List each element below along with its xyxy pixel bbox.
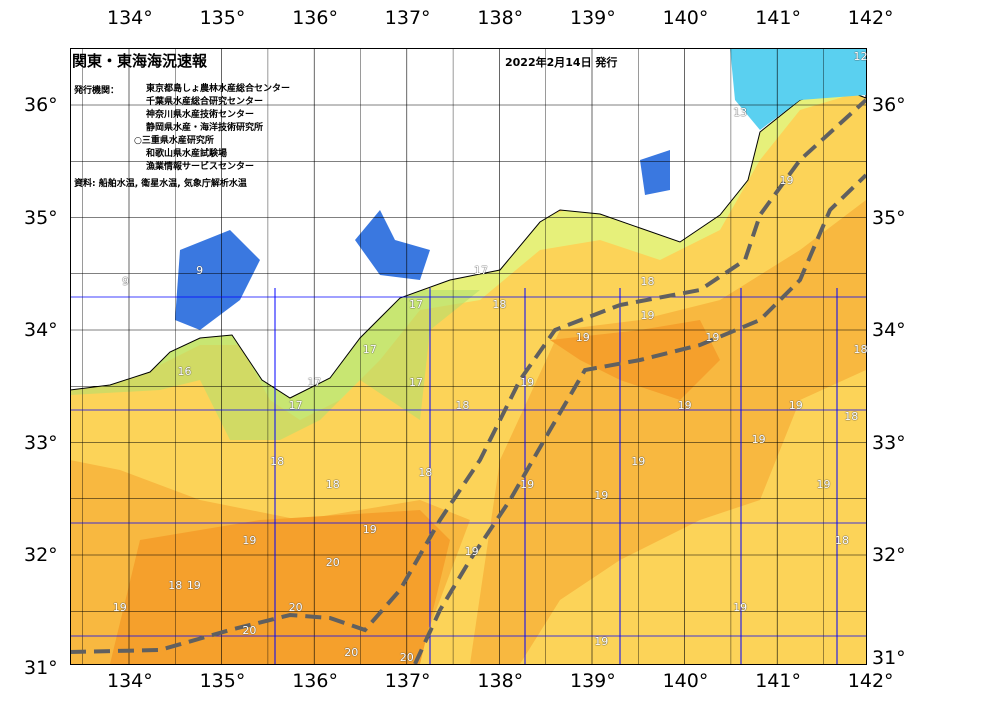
longitude-tick-label: 142° — [847, 7, 894, 29]
longitude-tick-label: 140° — [662, 670, 709, 692]
longitude-tick-label: 135° — [199, 7, 246, 29]
institution-item: ○三重県水産研究所 — [134, 136, 214, 146]
latitude-tick-label: 31° — [24, 656, 58, 679]
contour-label: 20 — [399, 651, 414, 664]
contour-label: 19 — [640, 308, 655, 322]
contour-label: 17 — [409, 297, 424, 311]
latitude-tick-label: 36° — [24, 94, 58, 116]
latitude-tick-label: 32° — [24, 544, 58, 566]
contour-label: 16 — [177, 365, 192, 378]
longitude-tick-label: 140° — [662, 7, 709, 29]
issue-date: 2022年2月14日 発行 — [505, 56, 618, 69]
contour-label: 19 — [594, 488, 609, 502]
longitude-tick-label: 141° — [755, 7, 801, 29]
contour-label: 13 — [733, 106, 748, 120]
data-sources: 資料: 船舶水温, 衛星水温, 気象庁解析水温 — [74, 179, 247, 189]
contour-label: 19 — [733, 601, 748, 615]
institution-item: 静岡県水産・海洋技術研究所 — [146, 123, 264, 133]
latitude-tick-label: 33° — [872, 431, 906, 454]
issuer-label: 発行機関： — [74, 86, 120, 96]
contour-label: 19 — [362, 522, 377, 536]
seto-inland-sea — [175, 230, 260, 330]
contour-label: 17 — [473, 263, 488, 277]
longitude-tick-label: 139° — [570, 7, 616, 29]
longitude-tick-label: 142° — [847, 670, 894, 692]
longitude-tick-label: 134° — [107, 670, 153, 692]
longitude-tick-label: 137° — [384, 670, 431, 692]
ise-bay — [355, 210, 430, 280]
contour-label: 18 — [640, 275, 655, 288]
contour-label: 9 — [196, 263, 204, 277]
contour-label: 17 — [409, 376, 424, 390]
contour-label: 18 — [844, 410, 859, 423]
contour-label: 17 — [362, 342, 377, 356]
latitude-tick-label: 33° — [24, 431, 58, 454]
latitude-tick-label: 36° — [872, 94, 906, 116]
institution-item: 神奈川県水産技術センター — [146, 110, 255, 120]
contour-label: 12 — [853, 50, 868, 63]
warm-core — [110, 510, 450, 664]
contour-label: 20 — [325, 556, 340, 570]
contour-label: 19 — [242, 533, 257, 547]
latitude-tick-label: 31° — [872, 647, 906, 669]
kuroshio-warm-zone — [470, 200, 866, 664]
contour-label: 19 — [779, 173, 794, 187]
contour-label: 18 — [492, 297, 507, 311]
contour-label: 19 — [816, 477, 831, 491]
longitude-tick-label: 138° — [477, 7, 524, 29]
contour-label: 19 — [575, 331, 590, 345]
contour-label: 17 — [288, 398, 303, 412]
contour-label: 18 — [325, 477, 340, 491]
longitude-tick-label: 136° — [292, 7, 338, 29]
map-frame — [70, 48, 867, 665]
longitude-tick-label: 139° — [570, 670, 616, 692]
contour-label: 18 — [835, 533, 850, 547]
kuroshio-axis-line — [70, 98, 867, 654]
kuroshio-axis-line — [413, 173, 867, 665]
contour-label: 19 — [186, 578, 201, 592]
contour-label: 18 — [270, 455, 285, 468]
contour-label: 20 — [242, 623, 257, 637]
contour-label: 19 — [464, 545, 479, 558]
contour-label: 18 — [455, 398, 470, 412]
longitude-tick-label: 134° — [107, 7, 153, 29]
contour-label: 19 — [520, 477, 535, 491]
latitude-tick-label: 35° — [24, 206, 58, 229]
longitude-tick-label: 141° — [755, 670, 801, 692]
institution-item: 東京都島しょ農林水産総合センター — [146, 84, 291, 94]
latitude-tick-label: 34° — [872, 319, 906, 341]
contour-label: 20 — [344, 646, 359, 660]
longitude-tick-label: 138° — [477, 670, 524, 692]
sea-temperature-map — [70, 48, 867, 665]
latitude-tick-label: 35° — [872, 206, 906, 229]
contour-label: 19 — [594, 635, 609, 648]
longitude-tick-label: 135° — [199, 670, 246, 692]
longitude-tick-label: 137° — [384, 7, 431, 29]
contour-label: 9 — [122, 275, 129, 288]
contour-label: 18 — [853, 342, 868, 356]
contour-label: 20 — [288, 601, 303, 615]
institution-item: 千葉県水産総合研究センター — [146, 97, 264, 107]
latitude-tick-label: 34° — [24, 319, 58, 341]
contour-label: 19 — [751, 432, 766, 446]
contour-label: 19 — [677, 398, 692, 412]
contour-label: 17 — [307, 376, 322, 390]
contour-label: 18 — [418, 466, 433, 480]
latitude-tick-label: 32° — [872, 544, 906, 566]
contour-label: 19 — [112, 601, 127, 615]
contour-label: 19 — [705, 331, 720, 345]
institution-item: 和歌山県水産試験場 — [146, 149, 228, 159]
map-title: 関東・東海海況速報 — [72, 52, 208, 70]
contour-label: 19 — [520, 376, 535, 390]
contour-label: 19 — [631, 455, 646, 468]
tokyo-bay-area — [730, 48, 866, 130]
institution-item: 漁業情報サービスセンター — [146, 162, 255, 172]
longitude-tick-label: 136° — [292, 670, 338, 692]
contour-label: 19 — [788, 398, 803, 412]
contour-label: 18 — [168, 578, 183, 592]
